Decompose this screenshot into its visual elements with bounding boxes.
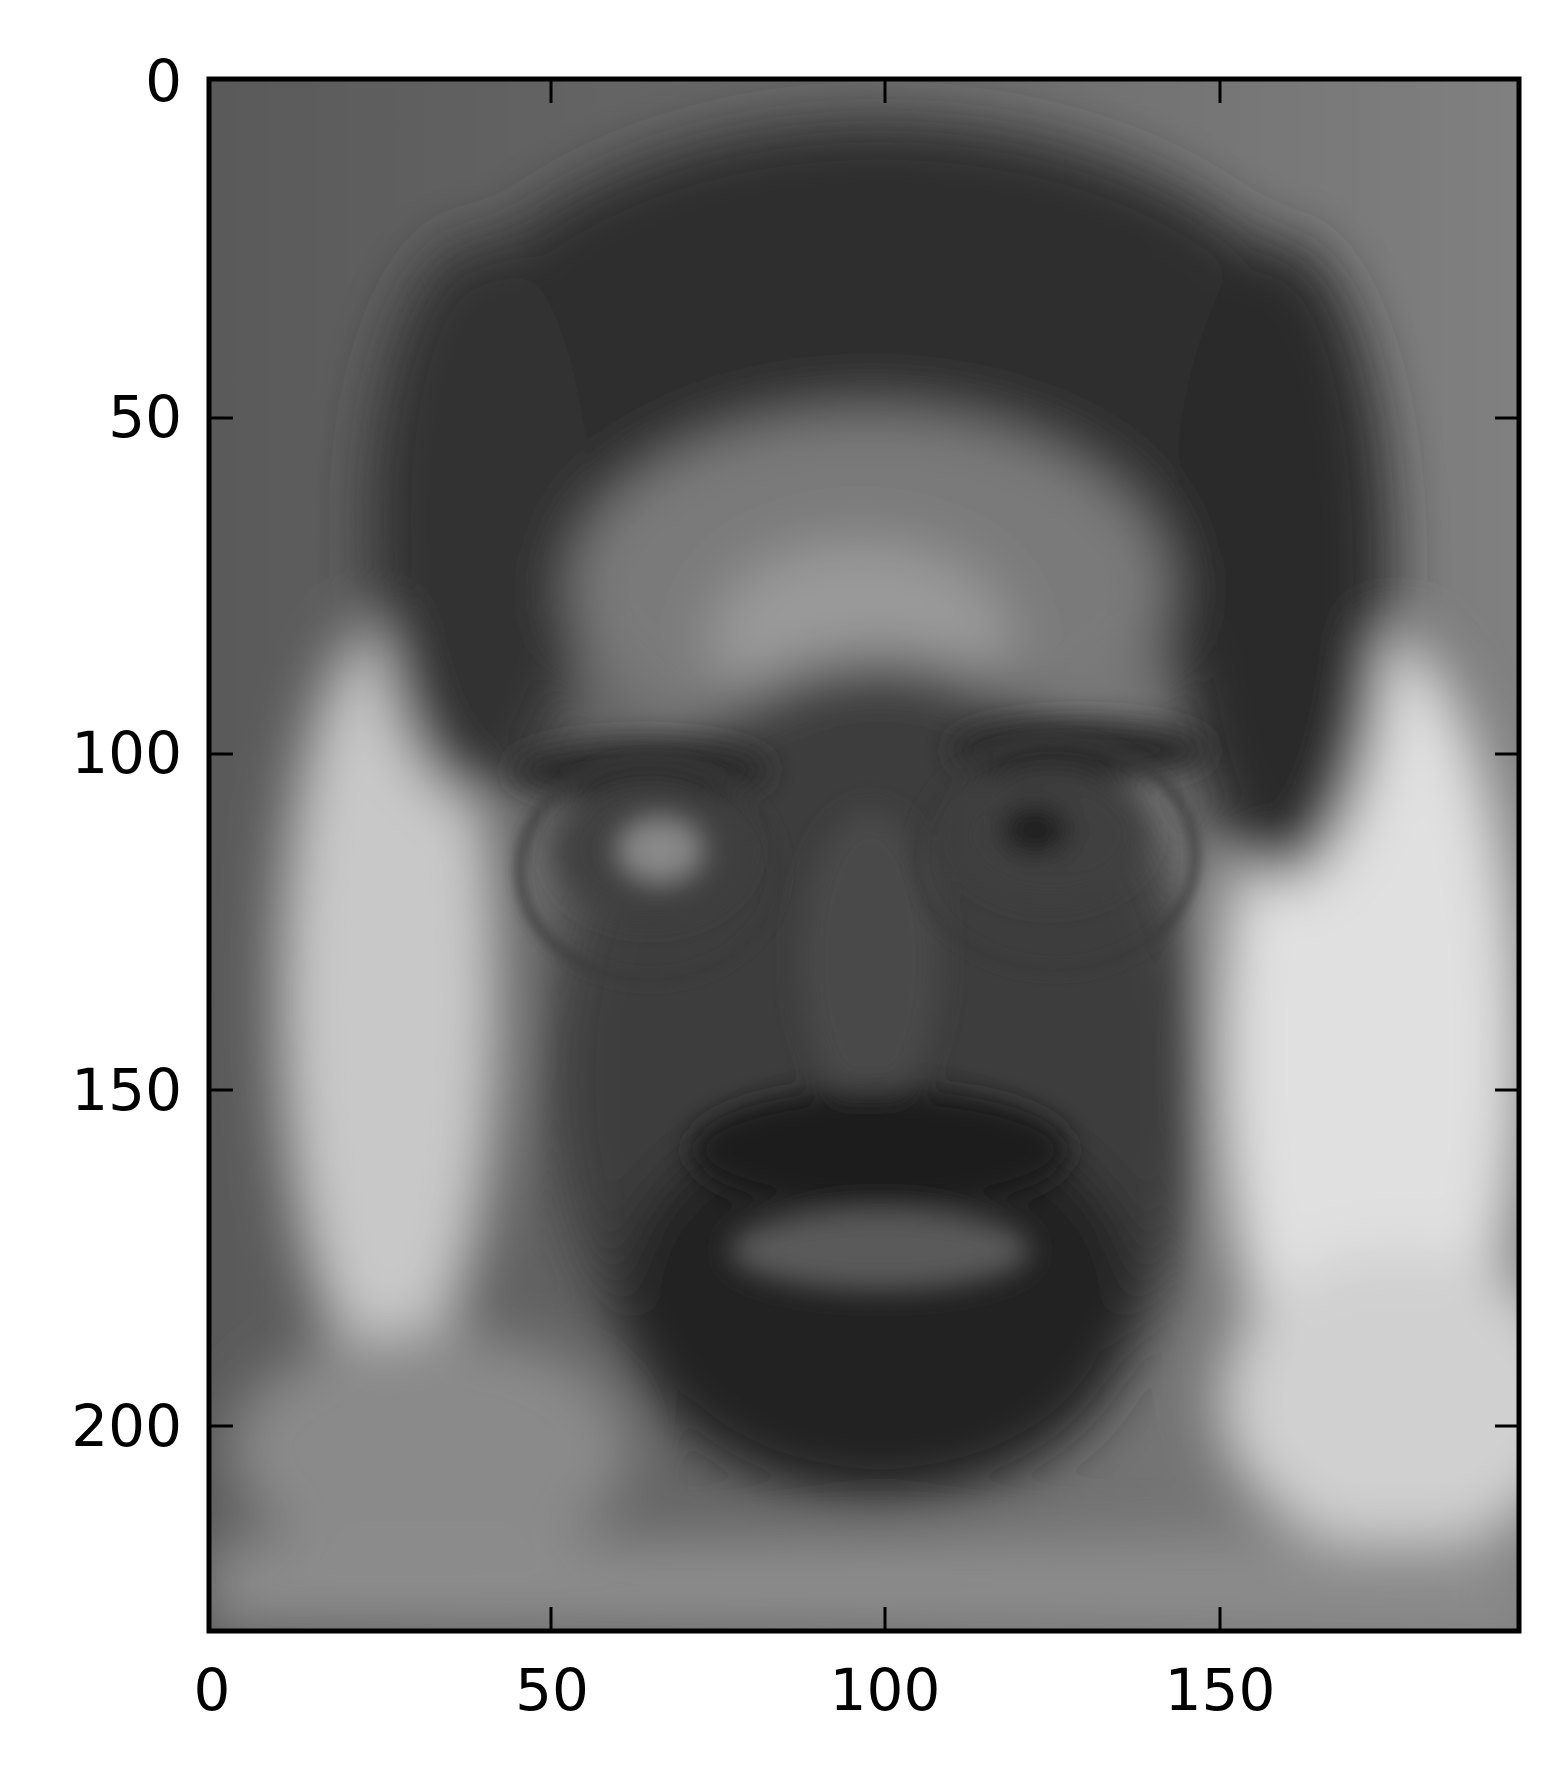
x-tick-label: 0 — [194, 1656, 231, 1724]
y-tick-label: 200 — [71, 1392, 182, 1460]
x-tick-label: 50 — [515, 1656, 589, 1724]
y-tick-label: 150 — [71, 1056, 182, 1124]
axes-frame — [206, 76, 1522, 1634]
y-tick-label: 0 — [145, 47, 182, 115]
x-tick-labels: 0 50 100 150 — [194, 1656, 1276, 1724]
x-tick-label: 150 — [1165, 1656, 1276, 1724]
y-tick-label: 50 — [108, 383, 182, 451]
y-tick-labels: 0 50 100 150 200 — [71, 47, 182, 1460]
y-tick-label: 100 — [71, 719, 182, 787]
face-image — [209, 79, 1519, 1631]
tick-marks — [207, 77, 1519, 1631]
x-tick-label: 100 — [830, 1656, 941, 1724]
